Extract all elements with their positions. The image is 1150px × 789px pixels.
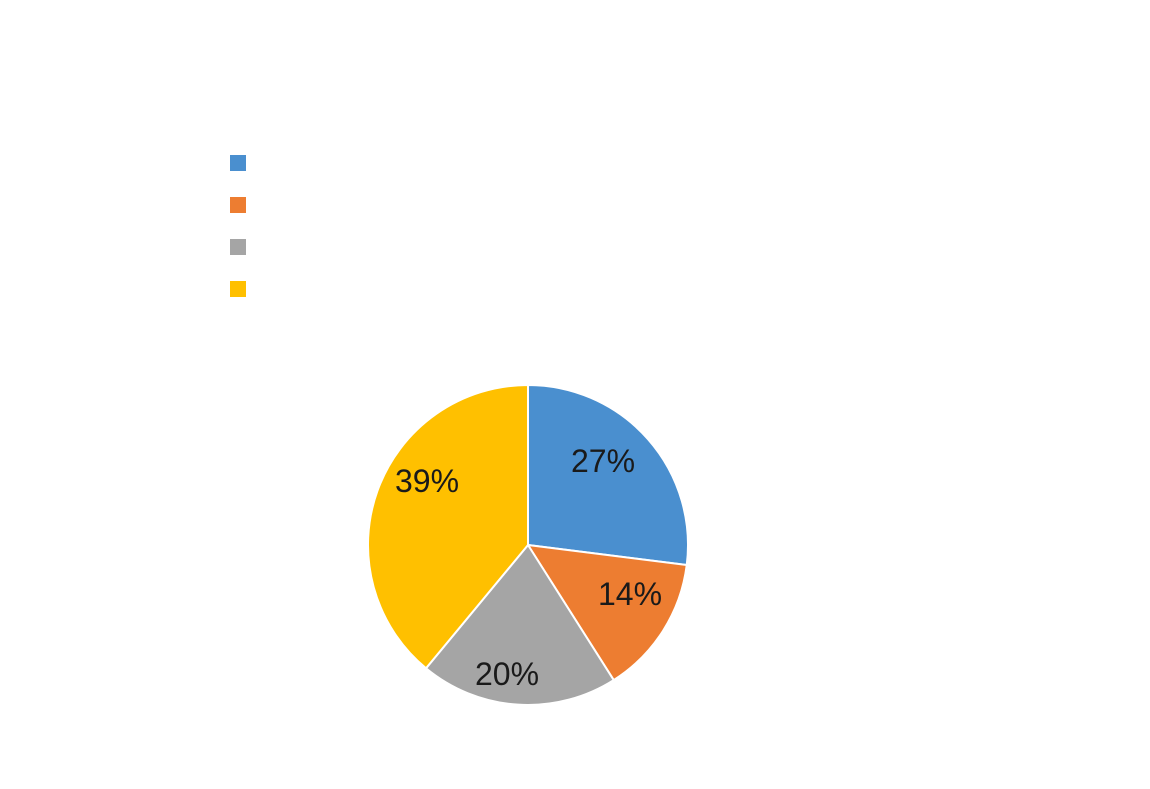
legend-swatch-0 xyxy=(230,155,246,171)
legend-item-0 xyxy=(230,155,256,171)
pie-chart-container: 27% 14% 20% 39% xyxy=(0,0,1150,789)
legend-item-1 xyxy=(230,197,256,213)
legend-item-3 xyxy=(230,281,256,297)
slice-label-0: 27% xyxy=(571,443,635,480)
legend-swatch-2 xyxy=(230,239,246,255)
slice-label-3: 39% xyxy=(395,463,459,500)
legend xyxy=(230,155,256,323)
legend-swatch-1 xyxy=(230,197,246,213)
legend-swatch-3 xyxy=(230,281,246,297)
legend-item-2 xyxy=(230,239,256,255)
slice-label-2: 20% xyxy=(475,656,539,693)
slice-label-1: 14% xyxy=(598,576,662,613)
